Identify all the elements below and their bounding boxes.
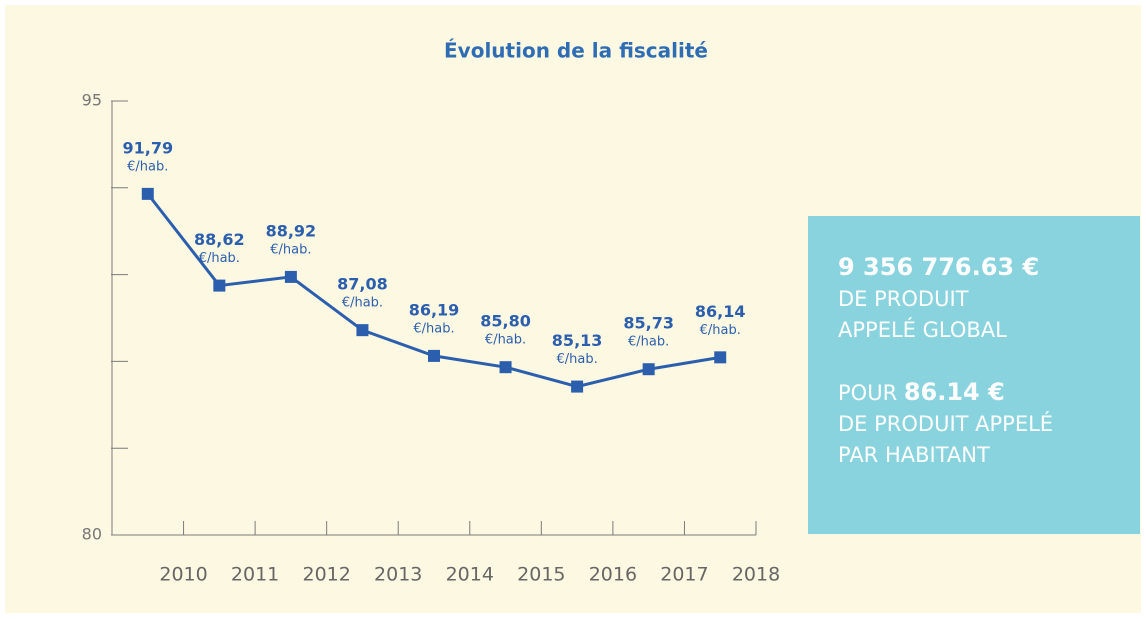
data-unit: €/hab. (556, 352, 597, 367)
data-unit: €/hab. (127, 159, 168, 174)
data-label: 85,13 (552, 331, 603, 350)
point (714, 351, 727, 364)
per-prefix: POUR (838, 381, 898, 405)
per-line: DE PRODUIT APPELÉ (838, 412, 1054, 436)
data-unit: €/hab. (270, 242, 311, 257)
y-tick-label: 95 (82, 91, 102, 110)
point (571, 380, 584, 393)
per-value: 86.14 € (903, 378, 1005, 406)
data-label: 86,19 (409, 300, 460, 319)
point (284, 270, 297, 283)
data-unit: €/hab. (700, 323, 741, 338)
info-box: 9 356 776.63 € DE PRODUIT APPELÉ GLOBAL … (808, 216, 1140, 534)
x-tick-label: 2017 (660, 564, 708, 586)
data-unit: €/hab. (342, 296, 383, 311)
total-line: APPELÉ GLOBAL (838, 318, 1007, 342)
data-unit: €/hab. (485, 333, 526, 348)
data-label: 91,79 (122, 138, 173, 157)
total: 9 356 776.63 € (838, 253, 1040, 281)
x-tick-label: 2016 (589, 564, 637, 586)
data-unit: €/hab. (413, 321, 454, 336)
x-tick-label: 2010 (159, 564, 207, 586)
data-label: 85,80 (480, 312, 531, 331)
x-tick-label: 2018 (732, 564, 780, 586)
point (141, 187, 154, 200)
point (428, 349, 440, 362)
point (356, 324, 369, 337)
point (642, 363, 655, 376)
data-unit: €/hab. (628, 335, 669, 350)
total-line: DE PRODUIT (838, 287, 969, 311)
x-tick-label: 2012 (302, 564, 350, 586)
x-tick-label: 2015 (517, 564, 565, 586)
point (499, 361, 512, 374)
x-tick-label: 2014 (446, 564, 494, 586)
y-tick-label: 80 (82, 525, 102, 544)
data-label: 87,08 (337, 275, 388, 294)
data-unit: €/hab. (199, 251, 240, 266)
point (213, 279, 226, 292)
chart-title: Évolution de la fiscalité (444, 39, 708, 63)
data-label: 88,62 (194, 230, 245, 249)
data-label: 88,92 (266, 221, 317, 240)
x-tick-label: 2013 (374, 564, 422, 586)
data-label: 85,73 (623, 314, 674, 333)
per-line: PAR HABITANT (838, 443, 990, 467)
data-label: 86,14 (695, 302, 746, 321)
x-tick-label: 2011 (231, 564, 279, 586)
